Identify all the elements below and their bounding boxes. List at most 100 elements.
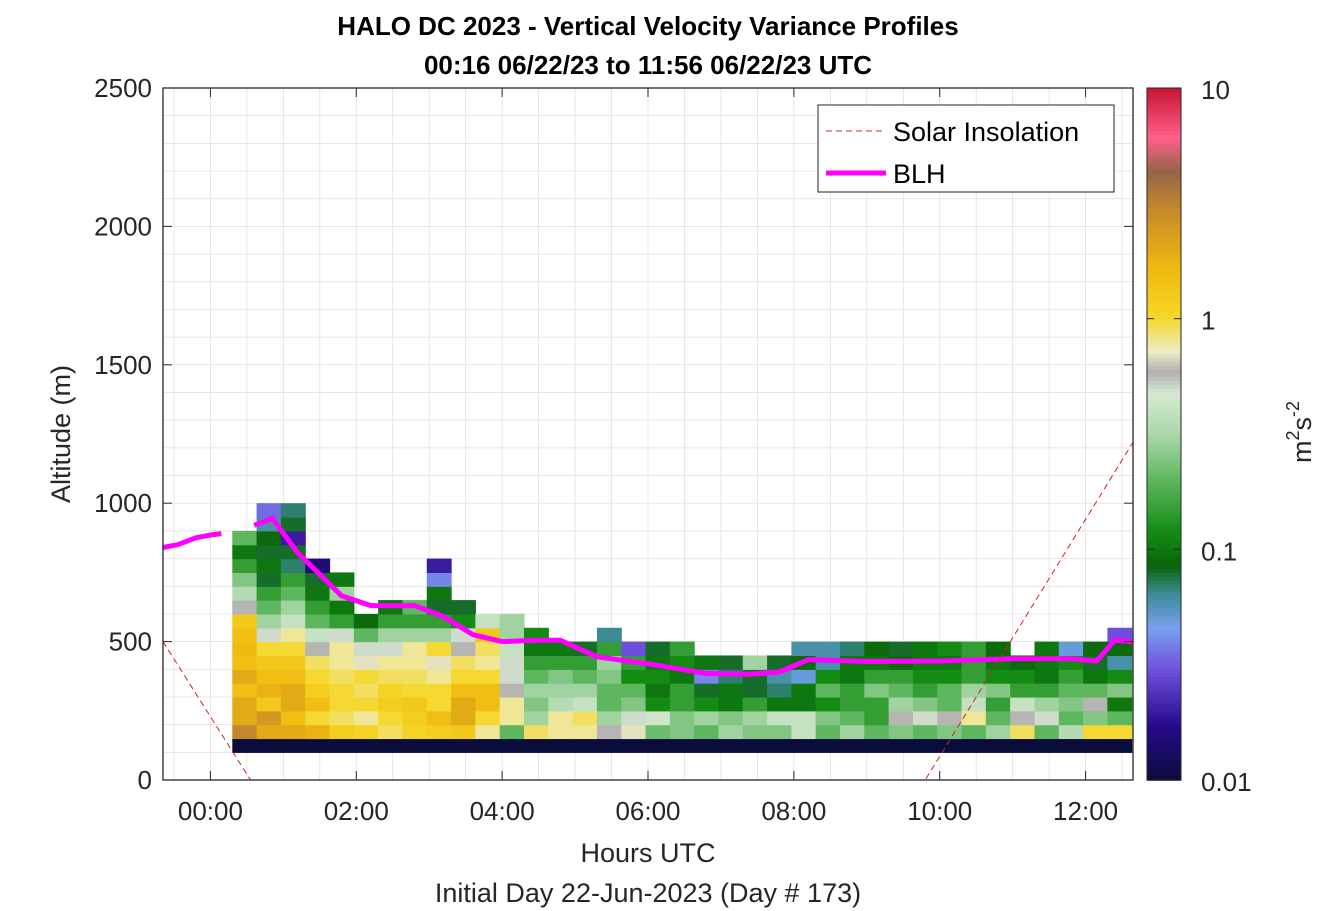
heatmap-cell: [256, 710, 282, 726]
heatmap-cell: [1107, 696, 1133, 712]
heatmap-cell: [742, 710, 768, 726]
colorbar-segment: [1147, 126, 1181, 132]
heatmap-cell: [475, 613, 501, 629]
colorbar-segment: [1147, 691, 1181, 697]
heatmap-cell: [912, 641, 938, 657]
heatmap-cell: [645, 738, 671, 753]
colorbar-segment: [1147, 630, 1181, 635]
heatmap-cell: [256, 503, 282, 518]
heatmap-cell: [353, 669, 379, 684]
heatmap-cell: [329, 738, 355, 753]
heatmap-cell: [232, 696, 258, 712]
colorbar-segment: [1147, 268, 1181, 274]
colorbar-segment: [1147, 472, 1181, 478]
heatmap-cell: [523, 641, 549, 657]
colorbar-segment: [1147, 749, 1181, 754]
heatmap-cell: [1058, 738, 1084, 753]
x-tick-label: 04:00: [470, 796, 535, 826]
footer-initial-day: Initial Day 22-Jun-2023 (Day # 173): [435, 878, 861, 908]
heatmap-cell: [280, 710, 306, 726]
heatmap-cell: [767, 683, 792, 698]
colorbar: 0.01 0.1 1 10 m2s-2: [1146, 75, 1317, 797]
colorbar-segment: [1147, 141, 1181, 147]
colorbar-segment: [1147, 649, 1181, 654]
heatmap-cell: [499, 696, 525, 712]
colorbar-segment: [1147, 557, 1181, 562]
colorbar-tick-label: 10: [1201, 75, 1230, 105]
colorbar-segment: [1147, 118, 1181, 124]
colorbar-segment: [1147, 253, 1181, 258]
colorbar-segment: [1147, 745, 1181, 751]
colorbar-segment: [1147, 103, 1181, 109]
heatmap-cell: [280, 683, 306, 698]
heatmap-cell: [353, 696, 379, 712]
heatmap-cell: [718, 724, 744, 740]
heatmap-cell: [402, 696, 428, 712]
heatmap-cell: [767, 738, 792, 753]
heatmap-cell: [499, 738, 525, 753]
colorbar-segment: [1147, 353, 1181, 358]
colorbar-segment: [1147, 88, 1181, 93]
heatmap-cell: [621, 696, 647, 712]
colorbar-label-exp1: 2: [1283, 431, 1303, 441]
heatmap-cell: [548, 696, 574, 712]
heatmap-cell: [1083, 683, 1108, 698]
heatmap-cell: [767, 724, 792, 740]
colorbar-segment: [1147, 357, 1181, 362]
heatmap-cell: [353, 627, 379, 643]
heatmap-cell: [864, 696, 890, 712]
heatmap-cell: [426, 572, 452, 587]
colorbar-segment: [1147, 280, 1181, 285]
heatmap-cell: [1010, 696, 1036, 712]
colorbar-segment: [1147, 656, 1181, 662]
heatmap-cell: [596, 683, 622, 698]
colorbar-segment: [1147, 395, 1181, 401]
heatmap-cell: [961, 683, 987, 698]
heatmap-cell: [961, 738, 987, 753]
heatmap-cell: [912, 696, 938, 712]
colorbar-segment: [1147, 157, 1181, 162]
colorbar-segment: [1147, 137, 1181, 143]
heatmap-cell: [621, 669, 647, 684]
colorbar-segment: [1147, 234, 1181, 239]
colorbar-segment: [1147, 314, 1181, 320]
colorbar-segment: [1147, 622, 1181, 628]
heatmap-cell: [426, 669, 452, 684]
heatmap-cell: [912, 710, 938, 726]
colorbar-segment: [1147, 537, 1181, 543]
heatmap-cell: [232, 641, 258, 657]
heatmap-cell: [548, 738, 574, 753]
colorbar-segment: [1147, 487, 1181, 493]
colorbar-segment: [1147, 257, 1181, 262]
colorbar-segment: [1147, 680, 1181, 685]
heatmap-cell: [523, 710, 549, 726]
heatmap-cell: [888, 696, 914, 712]
heatmap-cell: [426, 696, 452, 712]
colorbar-segment: [1147, 237, 1181, 243]
colorbar-segment: [1147, 360, 1181, 366]
colorbar-segment: [1147, 272, 1181, 278]
heatmap-cell: [451, 655, 476, 670]
heatmap-cell: [669, 710, 695, 726]
colorbar-segment: [1147, 587, 1181, 593]
colorbar-segment: [1147, 530, 1181, 535]
heatmap-cells: [232, 503, 1133, 753]
heatmap-cell: [718, 683, 744, 698]
heatmap-cell: [1010, 710, 1036, 726]
colorbar-segment: [1147, 153, 1181, 158]
heatmap-cell: [548, 683, 574, 698]
heatmap-cell: [426, 641, 452, 657]
colorbar-segment: [1147, 591, 1181, 597]
colorbar-segment: [1147, 583, 1181, 589]
heatmap-cell: [596, 627, 622, 643]
heatmap-cell: [329, 724, 355, 740]
heatmap-cell: [305, 738, 331, 753]
legend-box: [817, 104, 1115, 193]
x-tick-label: 08:00: [761, 796, 826, 826]
chart-title-line2: 00:16 06/22/23 to 11:56 06/22/23 UTC: [424, 50, 872, 80]
colorbar-segment: [1147, 322, 1181, 328]
heatmap-cell: [256, 669, 282, 684]
heatmap-cell: [596, 738, 622, 753]
heatmap-cell: [1083, 669, 1108, 684]
colorbar-segment: [1147, 756, 1181, 762]
